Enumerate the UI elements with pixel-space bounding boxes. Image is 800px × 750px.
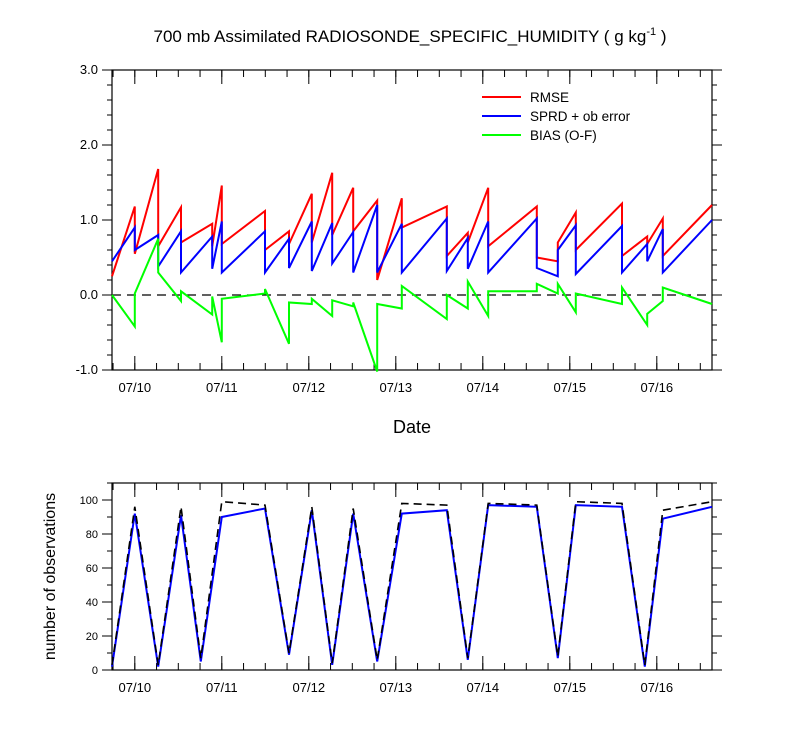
y-tick-label: 1.0 [80,212,98,227]
y-tick-label: -1.0 [76,362,98,377]
x-tick-label: 07/11 [206,680,238,695]
y-tick-label: 80 [86,529,98,541]
x-tick-label: 07/13 [380,380,413,395]
x-tick-label: 07/16 [641,680,674,695]
series-line-sprd-ob-error [111,204,713,278]
figure-title-close: ) [656,27,666,46]
plot-frame [111,482,713,671]
x-tick-label: 07/14 [467,680,500,695]
legend-label: RMSE [530,90,569,105]
y-tick-label: 20 [86,631,98,643]
x-tick-label: 07/11 [206,380,238,395]
y-tick-label: 100 [80,495,98,507]
series-line-used-observations [111,504,713,667]
x-tick-label: 07/15 [554,380,587,395]
x-tick-label: 07/10 [119,680,152,695]
x-tick-label: 07/12 [293,680,326,695]
figure-title: 700 mb Assimilated RADIOSONDE_SPECIFIC_H… [154,26,667,46]
y-tick-label: 40 [86,597,98,609]
series-line-bias-o-f [111,238,713,372]
x-tick-label: 07/10 [119,380,152,395]
series-line-possible-observations [111,500,713,666]
x-tick-label: 07/15 [554,680,587,695]
bottom-panel: 07/10 07/11 07/12 07/13 07/14 07/15 07/16 100 80… [42,482,722,695]
x-tick-label: 07/16 [641,380,674,395]
x-tick-label: 07/12 [293,380,326,395]
x-axis-label: Date [393,417,431,437]
figure-title-main: 700 mb Assimilated RADIOSONDE_SPECIFIC_H… [154,27,647,46]
y-tick-label: 2.0 [80,137,98,152]
y-tick-label: 60 [86,563,98,575]
legend-label: BIAS (O-F) [530,128,597,143]
x-tick-label: 07/13 [380,680,413,695]
x-tick-label: 07/14 [467,380,500,395]
top-panel: 07/10 07/11 07/12 07/13 07/14 07/15 07/16 3.0 2.… [76,62,722,437]
y-tick-label: 0.0 [80,287,98,302]
y-tick-label: 3.0 [80,62,98,77]
y-axis-label: number of observations [42,493,59,660]
y-tick-label: 0 [92,665,98,677]
figure-title-superscript: -1 [646,26,656,38]
legend-label: SPRD + ob error [530,109,631,124]
